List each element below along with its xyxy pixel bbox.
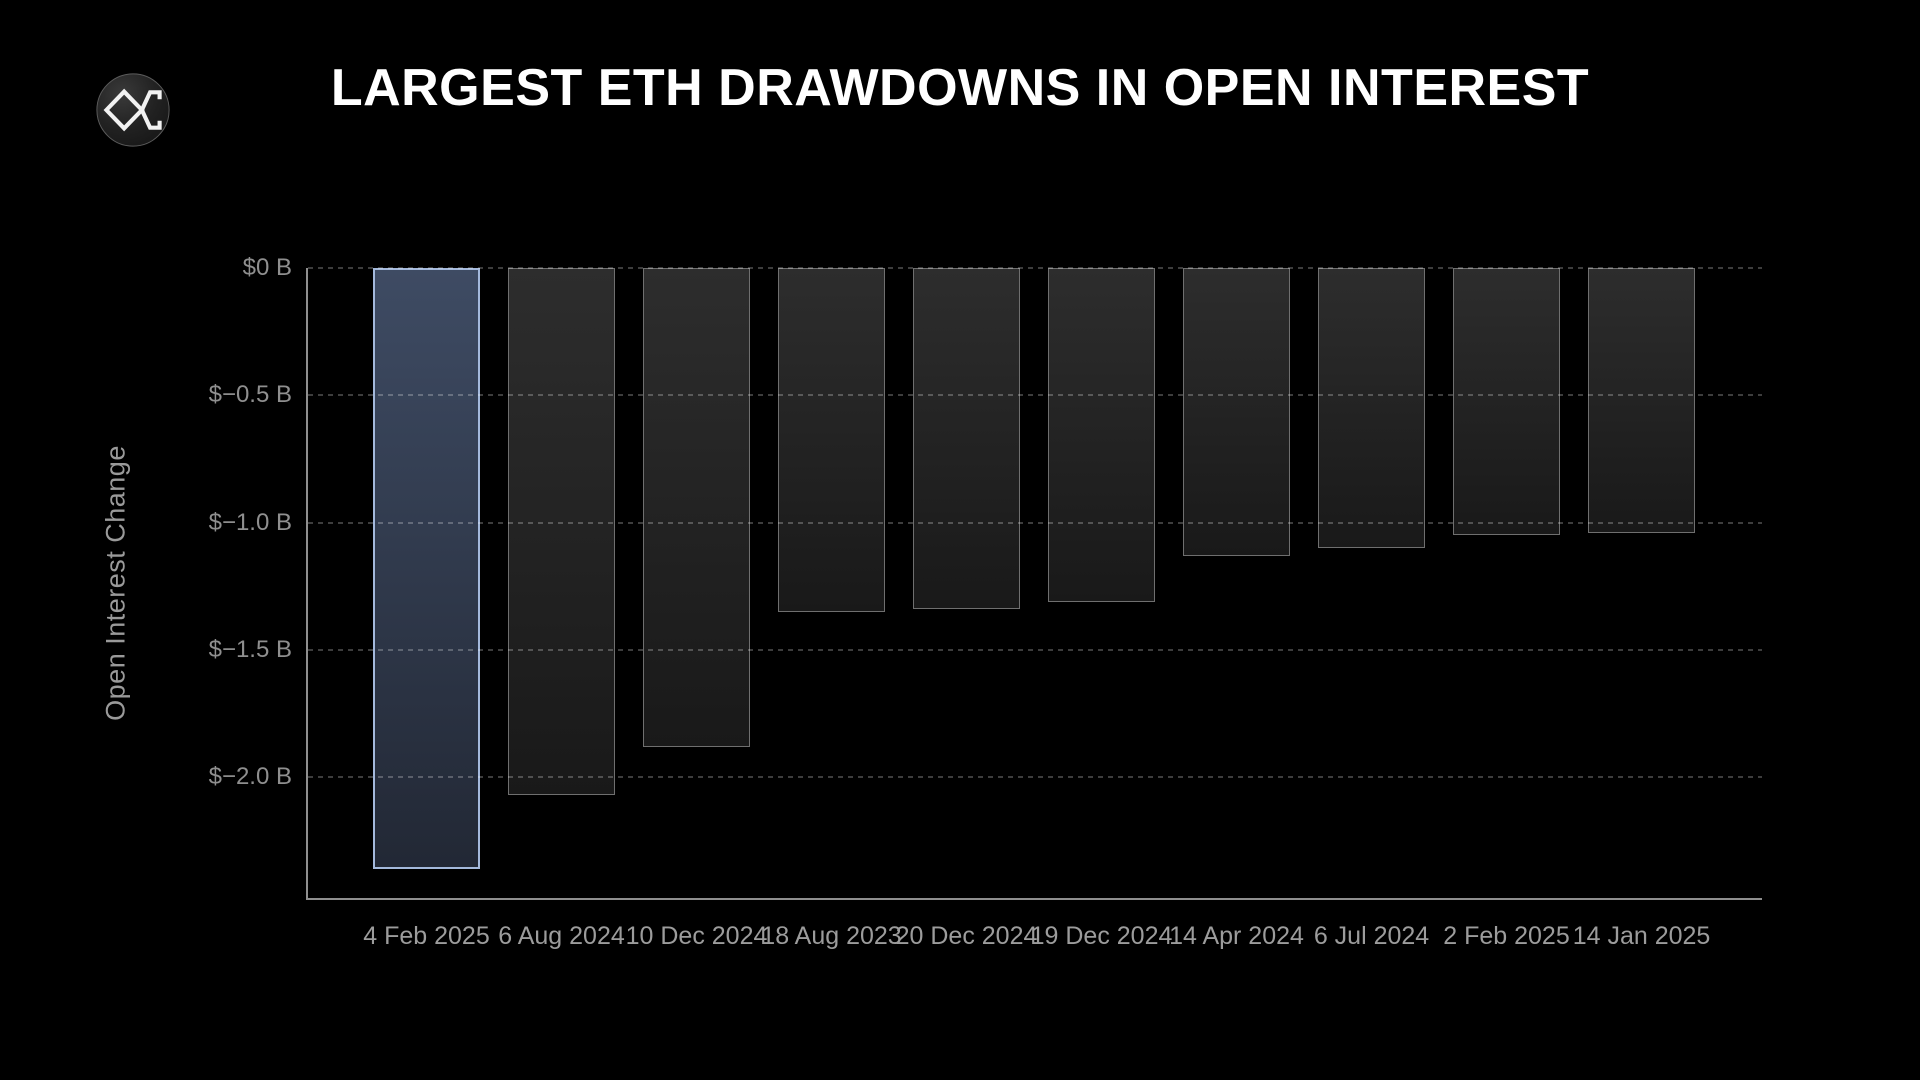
- y-axis-line: [306, 268, 308, 900]
- y-tick-label: $−1.5 B: [208, 635, 292, 663]
- page-title: LARGEST ETH DRAWDOWNS IN OPEN INTEREST: [330, 59, 1590, 117]
- x-tick-label: 19 Dec 2024: [1030, 922, 1173, 950]
- bar[interactable]: [1453, 268, 1560, 536]
- bar[interactable]: [778, 268, 885, 612]
- x-tick-label: 6 Jul 2024: [1313, 922, 1430, 950]
- x-tick-label: 10 Dec 2024: [625, 922, 768, 950]
- bar[interactable]: [508, 268, 615, 795]
- x-tick-label: 14 Apr 2024: [1169, 922, 1304, 950]
- x-tick-label: 20 Dec 2024: [895, 922, 1038, 950]
- bar[interactable]: [1183, 268, 1290, 556]
- bar[interactable]: [913, 268, 1020, 610]
- velo-logo: [95, 72, 171, 148]
- y-tick-label: $−2.0 B: [208, 763, 292, 791]
- bar[interactable]: [1048, 268, 1155, 602]
- y-axis-title: Open Interest Change: [100, 445, 131, 721]
- bar[interactable]: [1318, 268, 1425, 548]
- x-tick-label: 18 Aug 2023: [761, 922, 902, 950]
- plot-area: [306, 267, 1762, 900]
- x-tick-label: 4 Feb 2025: [363, 922, 490, 950]
- x-tick-label: 6 Aug 2024: [498, 922, 625, 950]
- bar[interactable]: [643, 268, 750, 747]
- x-tick-label: 14 Jan 2025: [1572, 922, 1711, 950]
- x-tick-label: 2 Feb 2025: [1443, 922, 1570, 950]
- x-axis-line: [306, 898, 1762, 900]
- diamond-sigma-icon: [96, 73, 170, 147]
- y-tick-label: $0 B: [242, 254, 292, 281]
- bar-highlighted[interactable]: [373, 268, 480, 869]
- y-tick-label: $−0.5 B: [208, 381, 292, 409]
- y-tick-label: $−1.0 B: [208, 508, 292, 536]
- bar[interactable]: [1588, 268, 1695, 533]
